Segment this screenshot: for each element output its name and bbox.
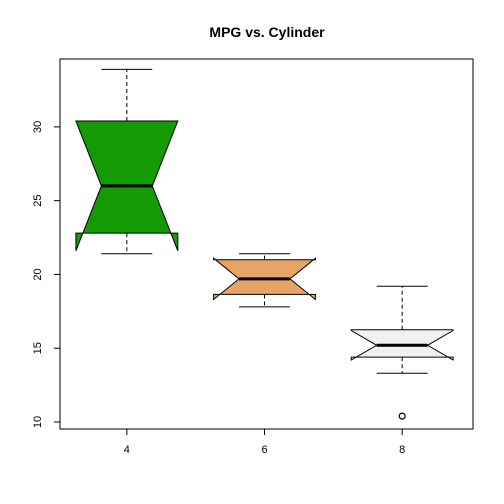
y-axis: 10 15 20 25 30: [32, 121, 60, 428]
y-tick-label: 15: [32, 342, 44, 354]
x-tick-label: 8: [399, 444, 405, 456]
y-tick-label: 25: [32, 195, 44, 207]
x-tick-label: 6: [261, 444, 267, 456]
plot-frame: [59, 58, 474, 430]
outlier-point: [398, 412, 406, 420]
y-tick-label: 30: [32, 121, 44, 133]
x-tick-label: 4: [124, 444, 130, 456]
x-axis: 4 6 8: [124, 429, 405, 456]
y-tick-label: 20: [32, 268, 44, 280]
box-8: [350, 285, 454, 420]
y-tick-label: 10: [32, 416, 44, 428]
box-6: [213, 253, 316, 308]
boxes: [75, 68, 454, 420]
box-4: [75, 68, 179, 255]
chart-title: MPG vs. Cylinder: [209, 24, 325, 40]
